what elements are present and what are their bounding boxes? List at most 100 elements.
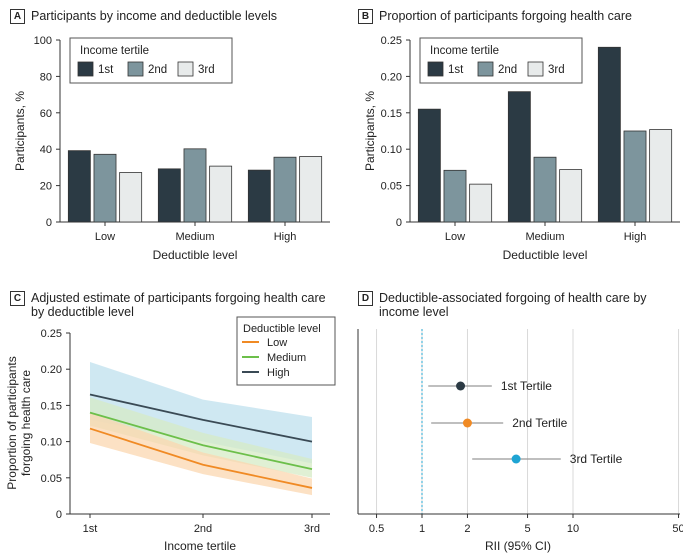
x-axis-label: Income tertile [164,539,236,553]
y-tick-label: 0.20 [41,364,62,376]
legend-label-high: High [267,367,290,379]
ci-band-high [90,361,312,464]
x-tick-label: High [624,231,647,243]
x-axis-label: Deductible level [153,248,238,262]
point-label: 2nd Tertile [512,416,567,430]
y-tick-label: 0.10 [41,437,62,449]
bar-2nd-medium [533,156,557,223]
bar-1st-medium [507,91,531,223]
estimate-point [511,454,521,464]
panel-d-header: D Deductible-associated forgoing of heal… [358,291,658,319]
panel-b-title: Proportion of participants forgoing heal… [379,9,632,23]
x-tick-label: High [274,231,297,243]
x-tick-label: 10 [567,523,579,535]
y-tick-label: 0.10 [381,144,402,156]
bar-1st-high [597,46,621,223]
legend-label-1st: 1st [98,64,114,76]
series-line-high [89,393,313,443]
chart-d: 0.5 1 2 5 10 50 1st Tertile 2nd Tertile 3rd Tert… [357,329,683,553]
bar-3rd-low [469,183,493,223]
y-tick-label: 40 [40,144,52,156]
bar-2nd-low [443,169,467,223]
y-axis-label: Participants, % [13,91,27,171]
y-tick-label: 20 [40,181,52,193]
legend-label-medium: Medium [267,352,306,364]
y-tick-label: 0.25 [381,35,402,47]
x-tick-label: Low [445,231,465,243]
panel-c-title: Adjusted estimate of participants forgoi… [31,291,326,319]
bar-3rd-high [649,129,673,223]
x-axis-label: Deductible level [503,248,588,262]
legend-swatch-3rd [177,61,194,77]
x-tick-label: 0.5 [369,523,384,535]
panel-a-header: A Participants by income and deductible … [10,9,277,24]
x-tick-label: 2nd [194,523,212,535]
x-axis-label: RII (95% CI) [485,539,551,553]
panel-b-badge: B [358,9,373,24]
bar-1st-low [417,108,441,223]
legend-title: Deductible level [243,323,321,335]
legend-label-3rd: 3rd [198,64,215,76]
panel-a-title: Participants by income and deductible le… [31,9,277,23]
bar-2nd-low [93,153,117,223]
bar-1st-high [247,169,271,223]
x-tick-label: Medium [525,231,564,243]
bar-1st-medium [157,168,181,223]
point-label: 1st Tertile [501,379,552,393]
legend-box [69,37,233,84]
y-tick-label: 0.05 [381,181,402,193]
y-tick-label: 0.05 [41,473,62,485]
x-tick-label: 1 [419,523,425,535]
legend-swatch-2nd [477,61,494,77]
bar-1st-low [67,150,91,223]
bar-2nd-medium [183,148,207,223]
y-tick-label: 0 [56,509,62,521]
y-tick-label: 0.15 [41,400,62,412]
x-tick-label: 2 [464,523,470,535]
legend-title: Income tertile [430,45,499,57]
bar-2nd-high [273,156,297,223]
x-tick-label: Medium [175,231,214,243]
chart-a: 0 20 40 60 80 100 Low Medium High Deductible leve… [13,35,330,262]
bar-3rd-high [299,156,323,223]
legend-box [419,37,583,84]
y-tick-label: 60 [40,108,52,120]
estimate-point [462,418,472,428]
bar-3rd-medium [559,169,583,223]
legend-label-low: Low [267,337,287,349]
y-tick-label: 100 [34,35,52,47]
ci-band-low [90,412,312,496]
y-tick-label: 80 [40,71,52,83]
x-tick-label: 50 [672,523,683,535]
x-tick-label: 5 [524,523,530,535]
legend-label-3rd: 3rd [548,64,565,76]
y-tick-label: 0 [396,217,402,229]
y-axis-label: Proportion of participants [5,356,19,489]
legend-label-2nd: 2nd [498,64,517,76]
x-tick-label: 1st [83,523,98,535]
point-label: 3rd Tertile [570,452,623,466]
legend-box [236,316,336,386]
y-tick-label: 0.15 [381,108,402,120]
x-tick-label: 3rd [304,523,320,535]
y-axis-label: forgoing health care [19,370,33,476]
panel-d-badge: D [358,291,373,306]
legend-label-1st: 1st [448,64,464,76]
y-tick-label: 0.20 [381,71,402,83]
panel-b-header: B Proportion of participants forgoing he… [358,9,632,24]
legend-swatch-1st [77,61,94,77]
bar-3rd-low [119,172,143,223]
y-axis-label: Participants, % [363,91,377,171]
y-tick-label: 0.25 [41,328,62,340]
legend-label-2nd: 2nd [148,64,167,76]
legend-swatch-2nd [127,61,144,77]
panel-c-header: C Adjusted estimate of participants forg… [10,291,340,319]
panel-c-badge: C [10,291,25,306]
series-line-low [89,427,313,489]
legend-swatch-1st [427,61,444,77]
estimate-point [456,381,466,391]
series-line-medium [89,411,313,470]
y-tick-label: 0 [46,217,52,229]
x-tick-label: Low [95,231,115,243]
